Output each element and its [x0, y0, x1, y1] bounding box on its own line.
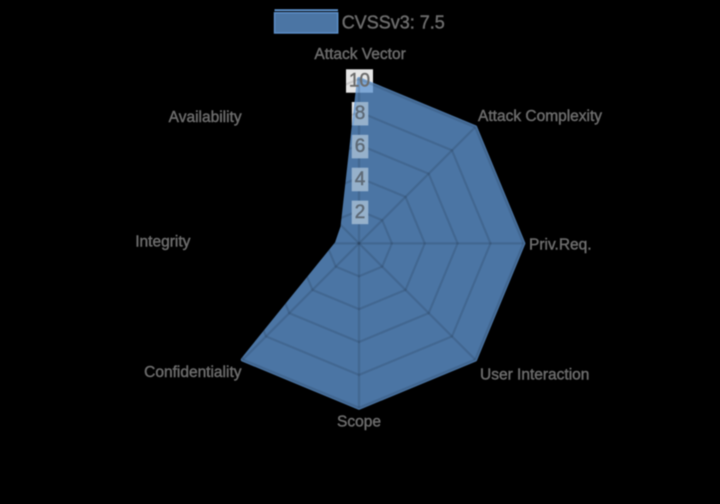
- svg-text:CVSSv3: 7.5: CVSSv3: 7.5: [342, 13, 445, 33]
- svg-text:6: 6: [355, 136, 366, 157]
- svg-text:Priv.Req.: Priv.Req.: [529, 237, 592, 254]
- svg-text:Confidentiality: Confidentiality: [144, 364, 242, 381]
- svg-text:Attack Vector: Attack Vector: [314, 46, 405, 63]
- svg-text:4: 4: [355, 169, 366, 190]
- svg-text:Scope: Scope: [337, 414, 381, 431]
- svg-text:Attack Complexity: Attack Complexity: [478, 108, 602, 125]
- svg-text:2: 2: [355, 202, 366, 223]
- svg-text:10: 10: [349, 71, 370, 92]
- svg-text:Integrity: Integrity: [135, 234, 190, 251]
- svg-text:8: 8: [355, 103, 366, 124]
- svg-text:Availability: Availability: [169, 109, 242, 126]
- svg-text:User Interaction: User Interaction: [480, 367, 589, 384]
